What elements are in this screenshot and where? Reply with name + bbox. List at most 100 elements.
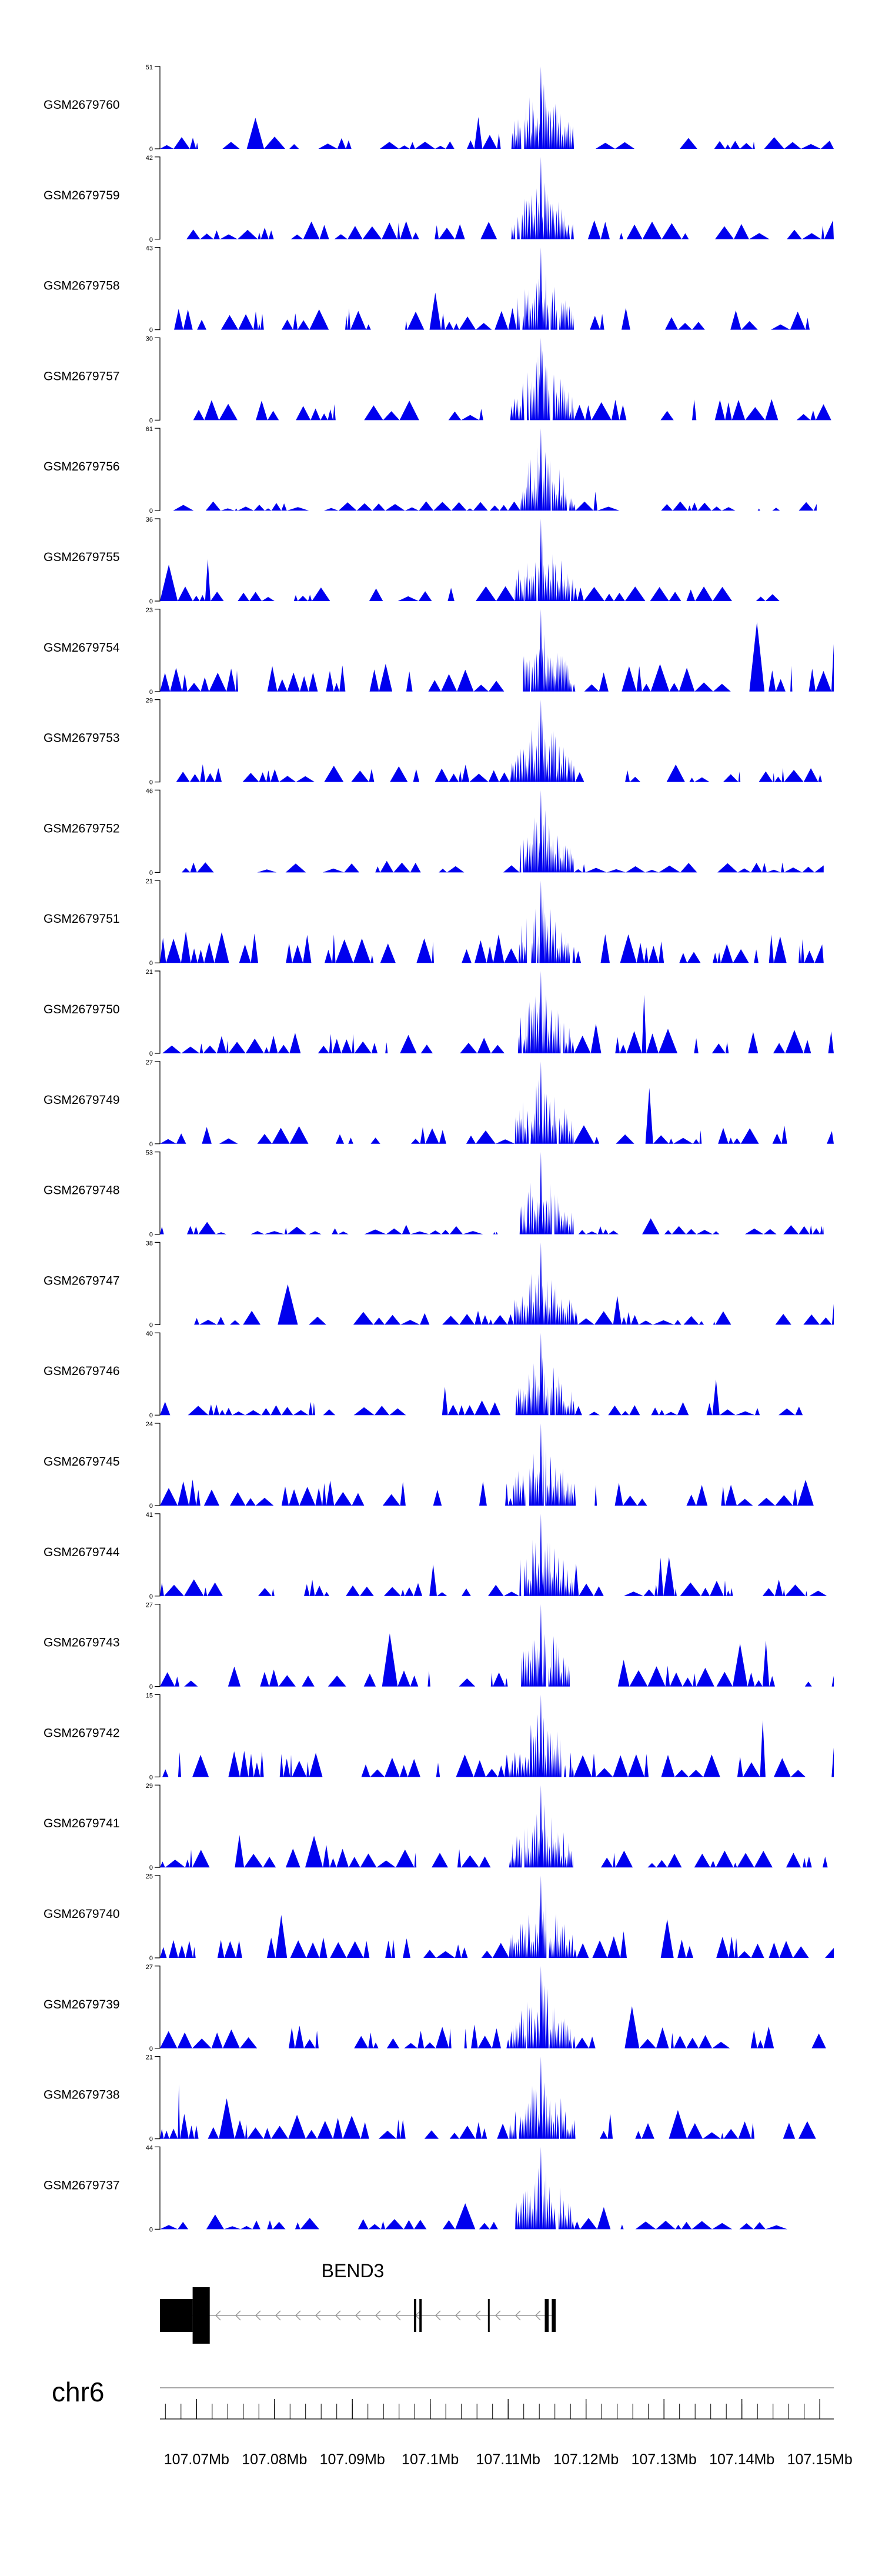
coverage-area	[160, 1423, 834, 1506]
track-GSM2679758: GSM2679758 43 0	[44, 245, 824, 334]
track-label: GSM2679758	[44, 279, 120, 293]
track-GSM2679753: GSM2679753 29 0	[44, 698, 834, 786]
y-max-label: 53	[146, 1150, 153, 1157]
track-label: GSM2679751	[44, 912, 120, 926]
track-GSM2679756: GSM2679756 61 0	[44, 426, 817, 515]
coverage-area	[160, 1876, 834, 1958]
track-GSM2679752: GSM2679752 46 0	[44, 788, 824, 876]
y-min-label: 0	[149, 1503, 153, 1510]
axis-tick-label: 107.09Mb	[320, 2451, 385, 2468]
track-y-axis	[155, 1784, 161, 1868]
track-label: GSM2679748	[44, 1184, 120, 1197]
track-label: GSM2679738	[44, 2088, 120, 2102]
track-GSM2679746: GSM2679746 40 0	[44, 1330, 817, 1419]
coverage-area	[160, 428, 817, 511]
axis-tick-label: 107.12Mb	[553, 2451, 619, 2468]
track-y-axis	[155, 880, 161, 963]
gene-exon	[487, 2299, 490, 2332]
axis-tick-label: 107.08Mb	[242, 2451, 307, 2468]
strand-arrow	[235, 2310, 241, 2321]
y-min-label: 0	[149, 2136, 153, 2143]
y-max-label: 29	[146, 698, 153, 705]
y-min-label: 0	[149, 779, 153, 786]
coverage-area	[160, 338, 834, 421]
y-min-label: 0	[149, 1412, 153, 1419]
track-y-axis	[155, 1966, 161, 2049]
coverage-area	[160, 1694, 834, 1777]
track-label: GSM2679744	[44, 1546, 120, 1559]
y-min-label: 0	[149, 598, 153, 605]
track-label: GSM2679745	[44, 1455, 120, 1469]
axis-tick-label: 107.14Mb	[709, 2451, 774, 2468]
track-label: GSM2679759	[44, 189, 120, 202]
track-GSM2679742: GSM2679742 15 0	[44, 1692, 834, 1781]
track-GSM2679741: GSM2679741 29 0	[44, 1783, 834, 1871]
track-y-axis	[155, 156, 161, 240]
y-min-label: 0	[149, 1050, 153, 1057]
track-label: GSM2679742	[44, 1726, 120, 1740]
y-min-label: 0	[149, 236, 153, 243]
y-min-label: 0	[149, 1684, 153, 1691]
coverage-area	[160, 609, 834, 692]
track-y-axis	[155, 1513, 161, 1597]
track-y-axis	[155, 1061, 161, 1144]
y-max-label: 29	[146, 1783, 153, 1790]
strand-arrow	[335, 2310, 341, 2321]
y-max-label: 44	[146, 2144, 153, 2151]
strand-arrow	[495, 2310, 501, 2321]
y-max-label: 42	[146, 155, 153, 162]
track-y-axis	[155, 1694, 161, 1777]
track-label: GSM2679739	[44, 1998, 120, 2011]
y-max-label: 51	[146, 64, 153, 71]
axis-tick-label: 107.07Mb	[164, 2451, 229, 2468]
coverage-area	[160, 2147, 834, 2230]
y-min-label: 0	[149, 869, 153, 876]
coverage-area	[160, 519, 790, 601]
track-label: GSM2679756	[44, 460, 120, 473]
strand-arrow	[275, 2310, 281, 2321]
y-min-label: 0	[149, 1864, 153, 1871]
coverage-area	[160, 1061, 834, 1144]
track-GSM2679760: GSM2679760 51 0	[44, 64, 834, 153]
track-y-axis	[155, 2056, 161, 2140]
track-GSM2679759: GSM2679759 42 0	[44, 155, 834, 243]
gene-exon	[419, 2299, 422, 2332]
track-label: GSM2679753	[44, 732, 120, 745]
y-max-label: 21	[146, 2054, 153, 2061]
y-min-label: 0	[149, 417, 153, 424]
track-label: GSM2679754	[44, 641, 120, 655]
strand-arrow	[375, 2310, 381, 2321]
gene-exon	[544, 2299, 549, 2332]
track-GSM2679750: GSM2679750 21 0	[44, 969, 834, 1057]
y-min-label: 0	[149, 508, 153, 515]
strand-arrow	[475, 2310, 481, 2321]
y-min-label: 0	[149, 146, 153, 153]
y-max-label: 30	[146, 335, 153, 342]
track-GSM2679738: GSM2679738 21 0	[44, 2054, 834, 2143]
coverage-area	[160, 1785, 834, 1868]
track-label: GSM2679749	[44, 1093, 120, 1107]
coverage-area	[160, 1966, 834, 2048]
y-max-label: 36	[146, 516, 153, 523]
coverage-area	[160, 2056, 834, 2139]
strand-arrow	[455, 2310, 461, 2321]
track-GSM2679744: GSM2679744 41 0	[44, 1511, 834, 1600]
track-GSM2679737: GSM2679737 44 0	[44, 2144, 834, 2233]
track-y-axis	[155, 1423, 161, 1506]
coverage-area	[160, 971, 834, 1053]
track-y-axis	[155, 247, 161, 331]
coverage-area	[160, 156, 834, 239]
y-max-label: 21	[146, 969, 153, 976]
gene-exon	[160, 2299, 193, 2332]
strand-arrow	[295, 2310, 301, 2321]
track-label: GSM2679743	[44, 1636, 120, 1650]
track-GSM2679747: GSM2679747 38 0	[44, 1240, 834, 1329]
track-y-axis	[155, 1604, 161, 1687]
track-y-axis	[155, 1152, 161, 1235]
y-max-label: 15	[146, 1692, 153, 1699]
genome-axis: chr6 107.07Mb 107.08Mb 107.09Mb 107.1Mb 107.1…	[52, 2377, 853, 2468]
y-min-label: 0	[149, 1141, 153, 1148]
track-y-axis	[155, 428, 161, 511]
track-y-axis	[155, 609, 161, 692]
